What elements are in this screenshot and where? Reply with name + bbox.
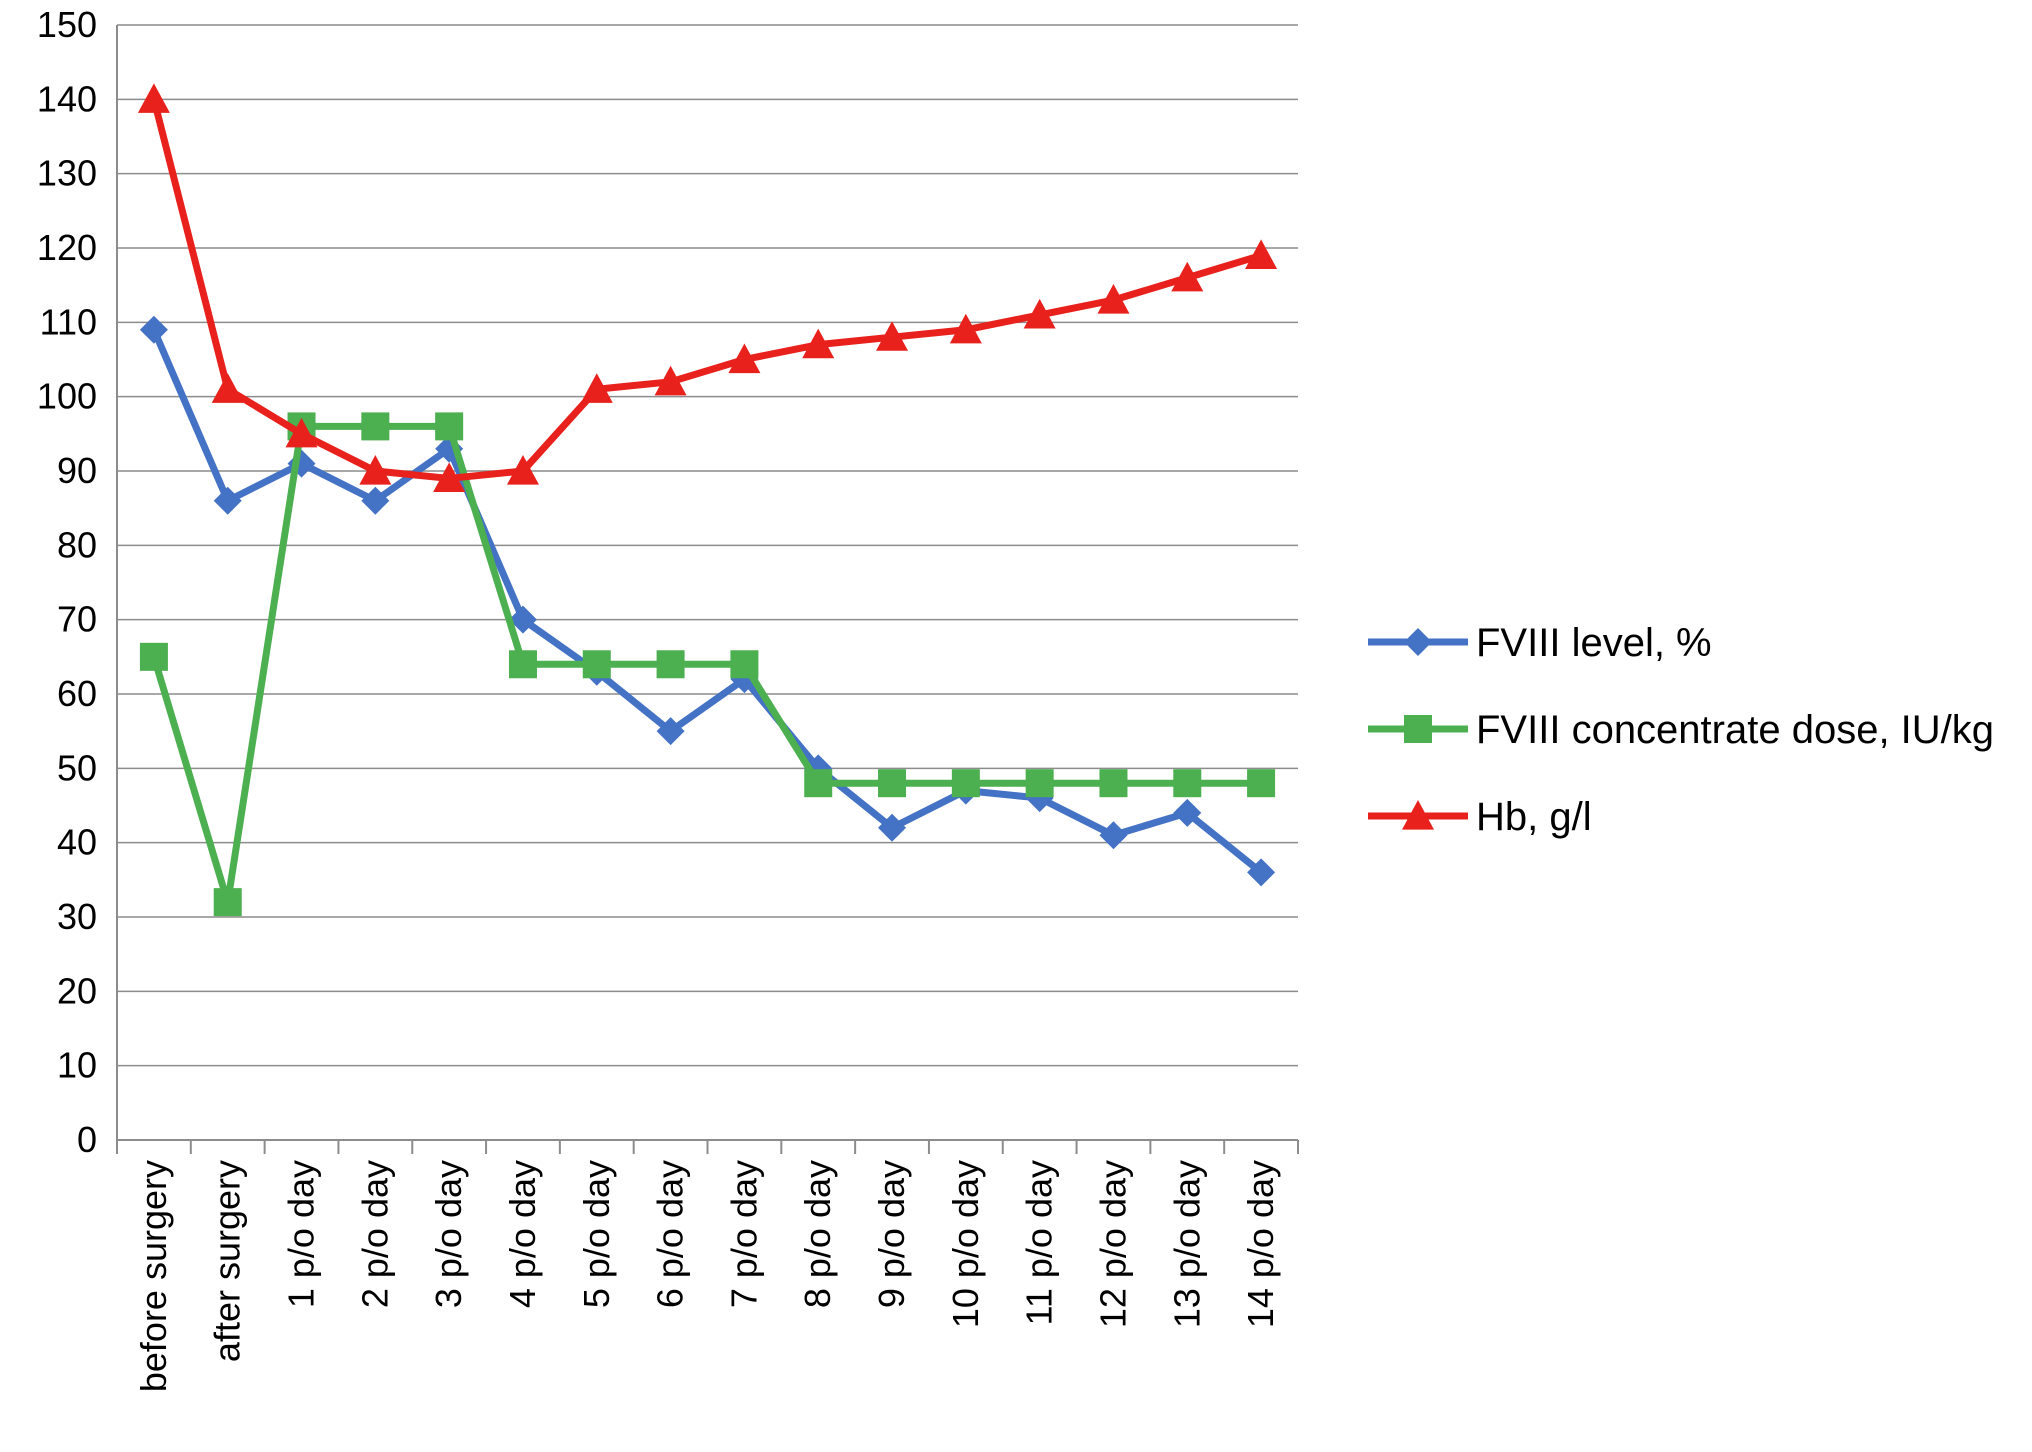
data-point — [1099, 821, 1128, 850]
data-point — [361, 412, 390, 441]
data-point — [211, 373, 244, 403]
data-point — [1247, 769, 1276, 798]
x-tick-label: 6 p/o day — [650, 1160, 691, 1308]
y-tick-label: 40 — [57, 822, 97, 863]
legend-entry: FVIII level, % — [1368, 621, 1712, 665]
data-point — [1171, 261, 1204, 292]
series-line — [150, 328, 1264, 876]
data-point — [213, 486, 242, 515]
series-line — [150, 98, 1263, 482]
x-tick-label: after surgery — [207, 1160, 248, 1362]
data-point — [876, 321, 909, 351]
data-point — [139, 315, 168, 344]
y-tick-label: 80 — [57, 524, 97, 565]
axes — [116, 25, 1299, 1154]
data-point — [804, 769, 833, 798]
data-point — [654, 365, 687, 396]
legend-marker — [1404, 715, 1432, 743]
y-axis-ticks: 0 10 20 30 40 50 60 70 80 90 100 110 120 130 140 150 — [37, 4, 97, 1160]
data-point — [1173, 798, 1202, 827]
data-point — [361, 486, 390, 515]
y-tick-label: 150 — [37, 4, 97, 45]
data-point — [878, 813, 907, 842]
y-tick-label: 10 — [57, 1045, 97, 1086]
series-layer — [137, 83, 1278, 917]
legend-entry: FVIII concentrate dose, IU/kg — [1368, 708, 1994, 752]
y-tick-label: 110 — [40, 301, 97, 342]
data-point — [508, 605, 537, 634]
legend: FVIII level, % FVIII concentrate dose, IU… — [1368, 621, 1994, 839]
data-point — [359, 455, 392, 485]
data-point — [949, 313, 982, 344]
y-tick-label: 20 — [57, 970, 97, 1011]
y-tick-label: 0 — [77, 1119, 97, 1160]
series-square — [139, 412, 1276, 917]
x-tick-label: 3 p/o day — [428, 1160, 469, 1308]
x-tick-label: 14 p/o day — [1240, 1160, 1281, 1328]
y-tick-label: 90 — [57, 450, 97, 491]
data-point — [285, 417, 318, 448]
data-point — [1247, 858, 1276, 887]
data-point — [582, 650, 611, 679]
data-point — [656, 717, 685, 746]
data-point — [656, 650, 685, 679]
data-point — [728, 343, 761, 374]
x-tick-label: 5 p/o day — [576, 1160, 617, 1308]
data-point — [1245, 239, 1278, 270]
x-tick-label: 2 p/o day — [354, 1160, 395, 1308]
grid-lines — [117, 24, 1298, 1067]
legend-label: Hb, g/l — [1476, 795, 1592, 839]
data-point — [730, 650, 759, 679]
data-point — [951, 769, 980, 798]
series-triangle — [137, 83, 1278, 493]
x-tick-label: 1 p/o day — [281, 1160, 322, 1308]
y-tick-label: 130 — [37, 153, 97, 194]
series-diamond — [139, 315, 1276, 887]
y-tick-label: 70 — [57, 599, 97, 640]
x-tick-label: 8 p/o day — [797, 1160, 838, 1308]
legend-entry: Hb, g/l — [1368, 795, 1592, 839]
x-tick-label: 11 p/o day — [1019, 1160, 1060, 1325]
data-point — [508, 650, 537, 679]
y-tick-label: 120 — [37, 227, 97, 268]
legend-marker — [1402, 800, 1434, 830]
data-point — [433, 462, 466, 493]
legend-label: FVIII concentrate dose, IU/kg — [1476, 708, 1994, 752]
x-tick-label: 13 p/o day — [1166, 1160, 1207, 1328]
legend-label: FVIII level, % — [1476, 621, 1712, 665]
y-tick-label: 140 — [37, 78, 97, 119]
legend-marker — [1404, 628, 1432, 656]
data-point — [802, 328, 835, 359]
x-axis-ticks: before surgery after surgery 1 p/o day 2 p/… — [133, 1160, 1281, 1392]
data-point — [1099, 769, 1128, 798]
data-point — [139, 642, 168, 671]
data-point — [1173, 769, 1202, 798]
y-tick-label: 60 — [57, 673, 97, 714]
data-point — [213, 888, 242, 917]
data-point — [137, 83, 170, 113]
x-tick-label: 7 p/o day — [723, 1160, 764, 1308]
y-tick-label: 50 — [57, 747, 97, 788]
data-point — [1025, 769, 1054, 798]
y-tick-label: 100 — [37, 376, 97, 417]
x-tick-label: before surgery — [133, 1160, 174, 1392]
data-point — [580, 373, 613, 403]
data-point — [1097, 284, 1130, 314]
data-point — [435, 412, 464, 441]
x-tick-label: 12 p/o day — [1092, 1160, 1133, 1328]
data-point — [506, 455, 539, 485]
data-point — [878, 769, 907, 798]
data-point — [1023, 298, 1056, 329]
y-tick-label: 30 — [57, 896, 97, 937]
series-line — [150, 422, 1262, 906]
x-tick-label: 9 p/o day — [871, 1160, 912, 1308]
x-tick-label: 4 p/o day — [502, 1160, 543, 1308]
x-tick-label: 10 p/o day — [945, 1160, 986, 1328]
